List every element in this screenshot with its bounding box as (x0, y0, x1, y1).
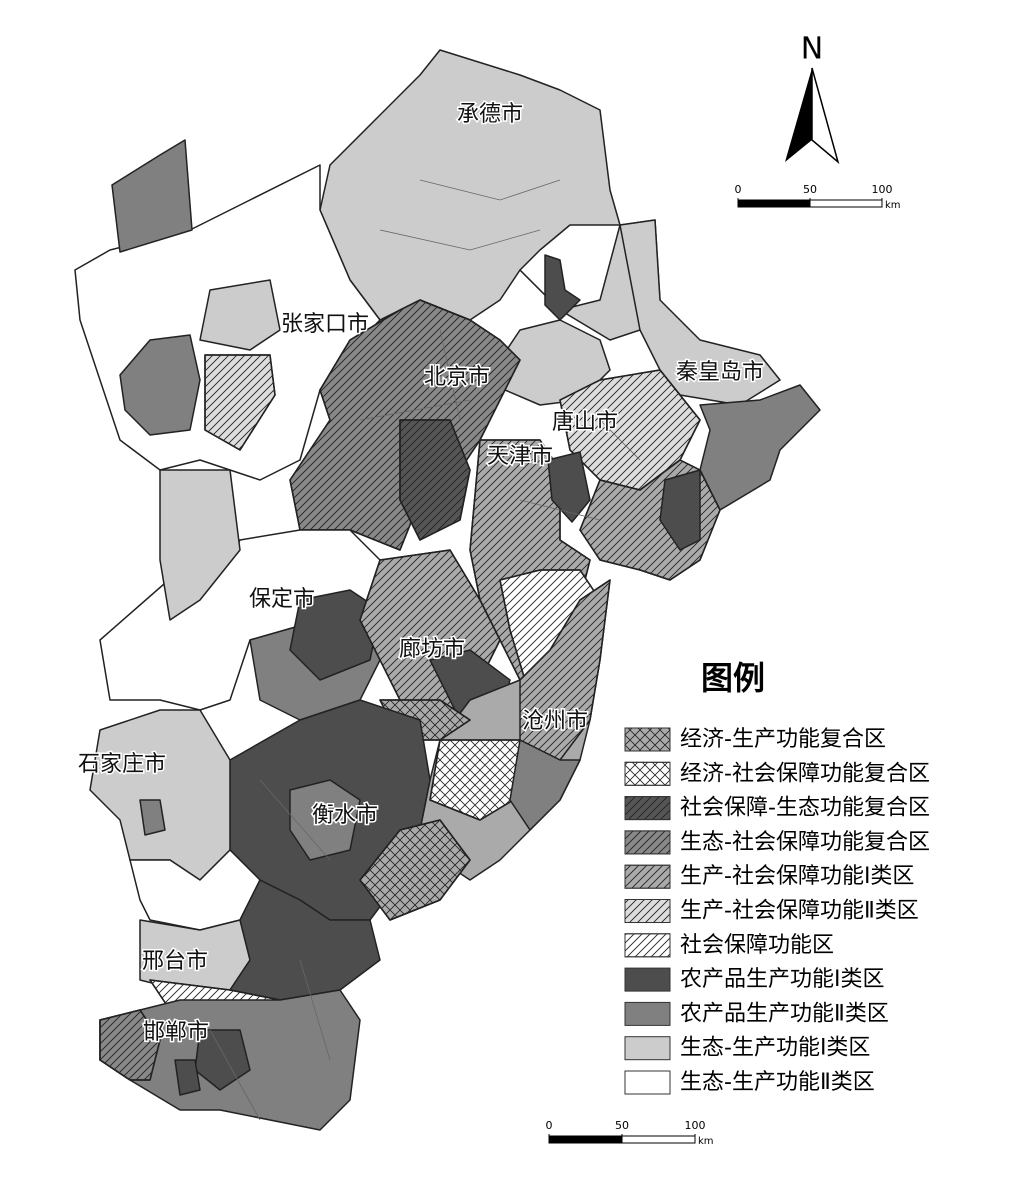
legend-label: 经济-生产功能复合区 (680, 727, 886, 752)
scale-unit: km (698, 1136, 714, 1147)
regions (74, 49, 821, 1131)
city-label: 天津市 (487, 444, 553, 469)
legend-label: 农产品生产功能Ⅱ类区 (680, 1001, 889, 1026)
legend-swatch (624, 967, 671, 992)
scale-tick-label: 0 (735, 183, 742, 196)
legend-hatch (624, 933, 671, 958)
legend-label: 社会保障-生态功能复合区 (680, 796, 930, 821)
legend-label: 生态-生产功能Ⅱ类区 (680, 1070, 875, 1095)
city-label: 承德市 (457, 102, 523, 127)
legend-label: 社会保障功能区 (680, 933, 834, 958)
scale-tick-label: 0 (546, 1119, 553, 1132)
arrow-left (785, 68, 812, 162)
scale-tick-label: 100 (872, 183, 893, 196)
north-label: N (801, 32, 823, 67)
scale-tick-label: 50 (803, 183, 817, 196)
legend: 图例 经济-生产功能复合区经济-社会保障功能复合区社会保障-生态功能复合区生态-… (624, 659, 930, 1095)
scale-segment (621, 1135, 696, 1144)
legend-hatch (624, 864, 671, 889)
legend-label: 生产-社会保障功能Ⅱ类区 (680, 899, 919, 924)
legend-hatch (624, 899, 671, 923)
city-label: 唐山市 (552, 410, 618, 435)
legend-label: 农产品生产功能Ⅰ类区 (680, 967, 885, 992)
city-label: 廊坊市 (399, 637, 465, 662)
legend-hatch (624, 796, 671, 821)
city-label: 衡水市 (312, 803, 378, 828)
city-label: 沧州市 (522, 709, 588, 734)
city-label: 北京市 (424, 365, 490, 390)
scale-unit: km (885, 200, 901, 211)
scale-segment (548, 1135, 623, 1144)
legend-swatch (624, 1001, 671, 1026)
legend-label: 生态-生产功能Ⅰ类区 (680, 1036, 870, 1061)
legend-label: 生态-社会保障功能复合区 (680, 830, 930, 855)
city-label: 邢台市 (142, 949, 208, 974)
legend-hatch (624, 727, 671, 752)
city-label: 石家庄市 (78, 752, 166, 777)
city-label: 保定市 (249, 587, 315, 612)
legend-label: 经济-社会保障功能复合区 (680, 761, 930, 786)
scale-segment (809, 199, 883, 208)
scale-segment (737, 199, 811, 208)
north-arrow: N (785, 32, 840, 165)
legend-swatch (624, 1070, 671, 1095)
city-label: 秦皇岛市 (676, 360, 764, 385)
legend-label: 生产-社会保障功能Ⅰ类区 (680, 864, 914, 889)
scale-tick-label: 50 (615, 1119, 629, 1132)
legend-swatch (624, 1036, 671, 1061)
legend-hatch (624, 761, 671, 786)
legend-hatch (624, 830, 671, 855)
legend-title: 图例 (701, 659, 765, 697)
scale-tick-label: 100 (685, 1119, 706, 1132)
scale-bars: 0 50 100 km 0 50 100 km (546, 183, 901, 1147)
city-label: 张家口市 (281, 312, 369, 337)
city-label: 邯郸市 (143, 1020, 209, 1045)
arrow-right (811, 67, 840, 165)
